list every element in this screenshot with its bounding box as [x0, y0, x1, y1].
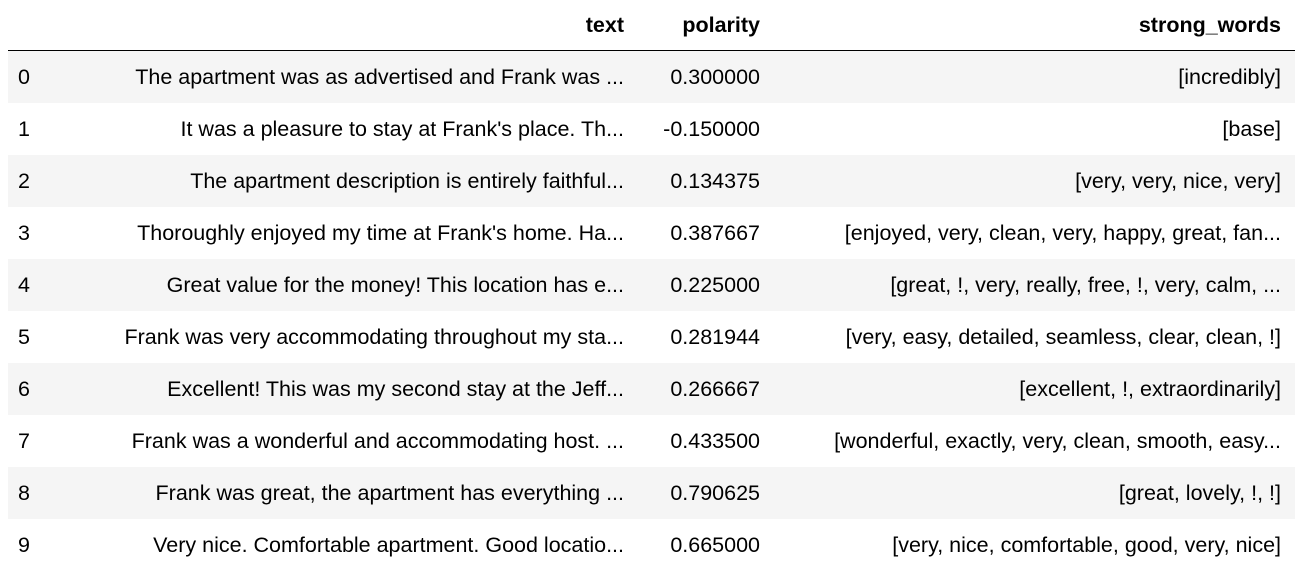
row-index: 1 — [8, 103, 44, 155]
cell-strong-words: [very, very, nice, very] — [774, 155, 1295, 207]
row-index: 4 — [8, 259, 44, 311]
header-text: text — [44, 0, 638, 51]
cell-strong-words: [base] — [774, 103, 1295, 155]
cell-text: The apartment description is entirely fa… — [44, 155, 638, 207]
cell-text: Thoroughly enjoyed my time at Frank's ho… — [44, 207, 638, 259]
row-index: 2 — [8, 155, 44, 207]
cell-polarity: 0.387667 — [638, 207, 774, 259]
header-polarity: polarity — [638, 0, 774, 51]
cell-text: Frank was a wonderful and accommodating … — [44, 415, 638, 467]
cell-strong-words: [very, easy, detailed, seamless, clear, … — [774, 311, 1295, 363]
cell-polarity: -0.150000 — [638, 103, 774, 155]
cell-strong-words: [incredibly] — [774, 50, 1295, 103]
cell-text: Frank was great, the apartment has every… — [44, 467, 638, 519]
row-index: 9 — [8, 519, 44, 571]
cell-text: Frank was very accommodating throughout … — [44, 311, 638, 363]
row-index: 8 — [8, 467, 44, 519]
table-row: 6 Excellent! This was my second stay at … — [8, 363, 1295, 415]
table-body: 0 The apartment was as advertised and Fr… — [8, 50, 1295, 571]
dataframe-table: text polarity strong_words 0 The apartme… — [8, 0, 1295, 571]
table-row: 2 The apartment description is entirely … — [8, 155, 1295, 207]
cell-strong-words: [very, nice, comfortable, good, very, ni… — [774, 519, 1295, 571]
cell-text: Great value for the money! This location… — [44, 259, 638, 311]
cell-text: Excellent! This was my second stay at th… — [44, 363, 638, 415]
table-row: 8 Frank was great, the apartment has eve… — [8, 467, 1295, 519]
cell-polarity: 0.665000 — [638, 519, 774, 571]
cell-text: It was a pleasure to stay at Frank's pla… — [44, 103, 638, 155]
row-index: 5 — [8, 311, 44, 363]
cell-strong-words: [excellent, !, extraordinarily] — [774, 363, 1295, 415]
cell-polarity: 0.433500 — [638, 415, 774, 467]
cell-polarity: 0.281944 — [638, 311, 774, 363]
cell-strong-words: [wonderful, exactly, very, clean, smooth… — [774, 415, 1295, 467]
row-index: 3 — [8, 207, 44, 259]
cell-polarity: 0.225000 — [638, 259, 774, 311]
cell-polarity: 0.300000 — [638, 50, 774, 103]
cell-polarity: 0.134375 — [638, 155, 774, 207]
cell-text: The apartment was as advertised and Fran… — [44, 50, 638, 103]
table-row: 9 Very nice. Comfortable apartment. Good… — [8, 519, 1295, 571]
cell-text: Very nice. Comfortable apartment. Good l… — [44, 519, 638, 571]
header-strong-words: strong_words — [774, 0, 1295, 51]
row-index: 7 — [8, 415, 44, 467]
cell-polarity: 0.790625 — [638, 467, 774, 519]
cell-strong-words: [enjoyed, very, clean, very, happy, grea… — [774, 207, 1295, 259]
table-row: 7 Frank was a wonderful and accommodatin… — [8, 415, 1295, 467]
row-index: 0 — [8, 50, 44, 103]
cell-strong-words: [great, !, very, really, free, !, very, … — [774, 259, 1295, 311]
table-row: 0 The apartment was as advertised and Fr… — [8, 50, 1295, 103]
header-row: text polarity strong_words — [8, 0, 1295, 51]
table-row: 3 Thoroughly enjoyed my time at Frank's … — [8, 207, 1295, 259]
cell-polarity: 0.266667 — [638, 363, 774, 415]
table-row: 1 It was a pleasure to stay at Frank's p… — [8, 103, 1295, 155]
cell-strong-words: [great, lovely, !, !] — [774, 467, 1295, 519]
table-row: 4 Great value for the money! This locati… — [8, 259, 1295, 311]
header-index — [8, 0, 44, 51]
table-header: text polarity strong_words — [8, 0, 1295, 51]
table-row: 5 Frank was very accommodating throughou… — [8, 311, 1295, 363]
row-index: 6 — [8, 363, 44, 415]
